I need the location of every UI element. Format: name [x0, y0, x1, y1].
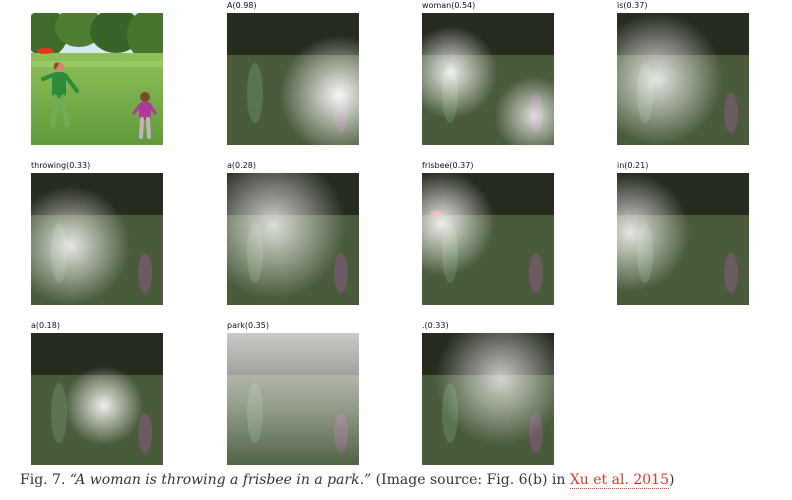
citation-link[interactable]: Xu et al. 2015: [569, 472, 669, 489]
photo-original-svg: [31, 13, 163, 145]
original-photo: [31, 13, 163, 145]
attention-map-svg: [227, 173, 359, 305]
attention-map: [422, 13, 554, 145]
word-attention-label: a(0.28): [227, 161, 256, 170]
attention-map: [227, 173, 359, 305]
attention-map-svg: [617, 13, 749, 145]
attention-figure: A(0.98) woman(0.54): [31, 0, 749, 470]
attention-panel: frisbee(0.37): [422, 160, 554, 310]
attention-panel: park(0.35): [227, 320, 359, 470]
attention-panel: woman(0.54): [422, 0, 554, 150]
attention-map: [617, 13, 749, 145]
attention-map-svg: [227, 13, 359, 145]
word-attention-label: throwing(0.33): [31, 161, 91, 170]
caption-quote: “A woman is throwing a frisbee in a park…: [69, 472, 372, 488]
caption-prefix: Fig. 7.: [20, 472, 70, 488]
attention-map-svg: [617, 173, 749, 305]
word-attention-label: .(0.33): [422, 321, 449, 330]
attention-panel: A(0.98): [227, 0, 359, 150]
attention-map-svg: [31, 173, 163, 305]
word-attention-label: woman(0.54): [422, 1, 476, 10]
attention-panel: is(0.37): [617, 0, 749, 150]
original-image-panel: [31, 13, 163, 163]
caption-source-prefix: (Image source: Fig. 6(b) in: [371, 472, 570, 488]
attention-map-svg: [422, 13, 554, 145]
attention-map-svg: [227, 333, 359, 465]
word-attention-label: park(0.35): [227, 321, 269, 330]
word-attention-label: frisbee(0.37): [422, 161, 474, 170]
attention-map-svg: [422, 333, 554, 465]
attention-map: [617, 173, 749, 305]
figure-caption: Fig. 7. “A woman is throwing a frisbee i…: [20, 470, 780, 490]
attention-panel: a(0.28): [227, 160, 359, 310]
word-attention-label: in(0.21): [617, 161, 649, 170]
attention-map: [227, 13, 359, 145]
attention-map: [31, 333, 163, 465]
attention-panel: a(0.18): [31, 320, 163, 470]
frisbee-shape: [37, 48, 53, 54]
attention-map: [422, 173, 554, 305]
word-attention-label: is(0.37): [617, 1, 648, 10]
attention-map: [31, 173, 163, 305]
attention-map-svg: [31, 333, 163, 465]
caption-suffix: ): [668, 472, 675, 488]
word-attention-label: a(0.18): [31, 321, 60, 330]
attention-map: [227, 333, 359, 465]
attention-panel: in(0.21): [617, 160, 749, 310]
attention-panel: .(0.33): [422, 320, 554, 470]
attention-map-svg: [422, 173, 554, 305]
attention-map: [422, 333, 554, 465]
word-attention-label: A(0.98): [227, 1, 257, 10]
attention-panel: throwing(0.33): [31, 160, 163, 310]
